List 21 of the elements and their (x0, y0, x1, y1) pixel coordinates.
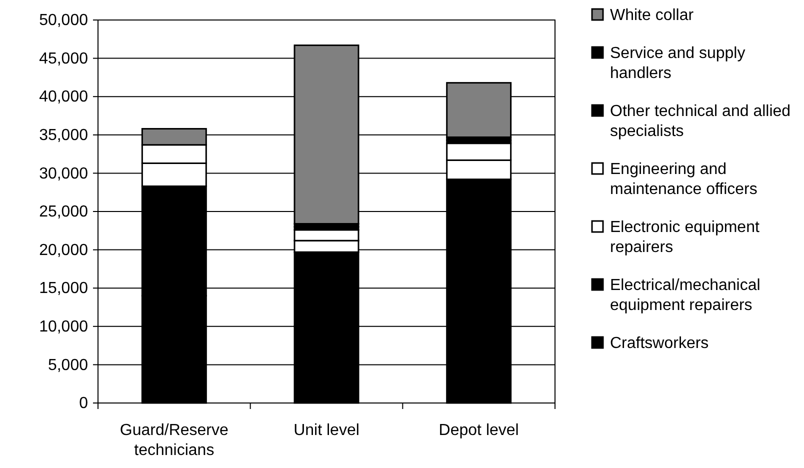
x-tick-label: Depot level (438, 422, 519, 439)
legend-label: Engineering and maintenance officers (610, 161, 758, 198)
legend-label: Other technical and allied specialists (610, 103, 791, 140)
y-tick-label: 35,000 (39, 127, 88, 144)
legend-label: Electrical/mechanical equipment repairers (610, 277, 760, 314)
legend-label: Service and supply handlers (610, 45, 746, 82)
y-tick-label: 20,000 (39, 242, 88, 259)
legend-label: Electronic equipment repairers (610, 219, 760, 256)
y-tick-label: 50,000 (39, 12, 88, 30)
y-tick-label: 0 (79, 395, 88, 412)
x-tick-label: Unit level (294, 422, 360, 439)
y-tick-label: 10,000 (39, 318, 88, 336)
y-tick-label: 40,000 (39, 88, 88, 106)
legend-label: Craftsworkers (610, 335, 709, 352)
y-tick-label: 15,000 (39, 280, 88, 298)
legend-label: White collar (610, 7, 694, 24)
y-tick-label: 5,000 (48, 356, 88, 374)
y-tick-label: 45,000 (39, 50, 88, 68)
y-tick-label: 25,000 (39, 204, 88, 221)
y-tick-label: 30,000 (39, 165, 88, 182)
x-tick-label: Guard/Reserve technicians (120, 422, 229, 459)
